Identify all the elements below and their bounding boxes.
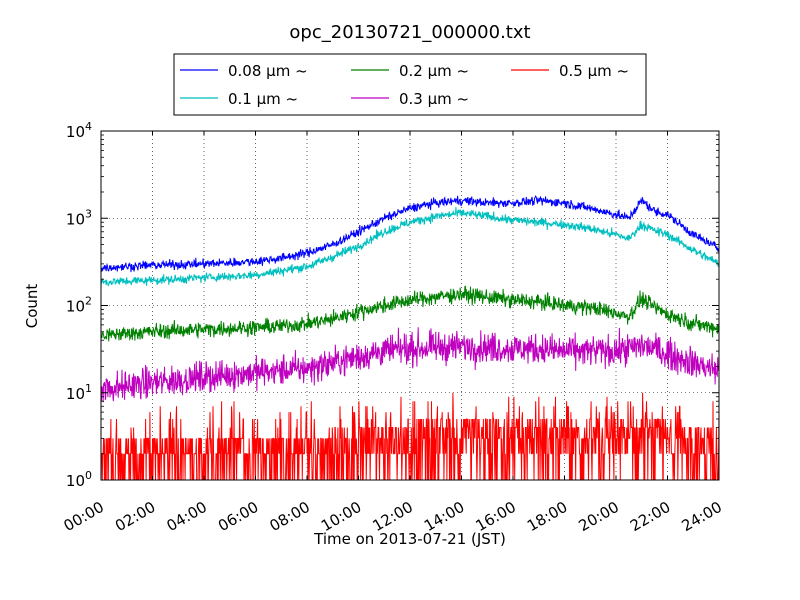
legend: 0.08 μm ~ 0.1 μm ~ 0.2 μm ~ 0.3 μm ~ 0.5 μm … (173, 53, 647, 116)
legend-box (173, 53, 647, 116)
x-tick-label: 08:00 (267, 498, 313, 535)
chart-title: opc_20130721_000000.txt (289, 22, 530, 43)
series-line (100, 195, 720, 273)
series-line (101, 392, 720, 481)
legend-label: 0.3 μm ~ (399, 90, 469, 108)
x-tick-label: 02:00 (112, 498, 158, 535)
y-tick-label: 104 (66, 120, 92, 141)
y-tick-label: 101 (66, 382, 92, 403)
series-line (100, 327, 720, 403)
y-tick-label: 102 (66, 295, 92, 316)
grid (101, 131, 719, 480)
x-tick-label: 00:00 (61, 498, 107, 535)
legend-label: 0.2 μm ~ (399, 62, 469, 80)
x-tick-label: 06:00 (215, 498, 261, 535)
legend-label: 0.1 μm ~ (228, 90, 298, 108)
x-tick-label: 04:00 (164, 498, 210, 535)
x-axis-label: Time on 2013-07-21 (JST) (313, 530, 506, 548)
x-tick-label: 24:00 (679, 498, 725, 535)
x-tick-label: 20:00 (576, 498, 622, 535)
series-line (100, 206, 720, 287)
y-tick-label: 103 (66, 207, 92, 228)
series-layer (100, 195, 720, 481)
legend-label: 0.08 μm ~ (228, 62, 308, 80)
y-tick-label: 100 (66, 469, 92, 490)
x-tick-label: 18:00 (524, 498, 570, 535)
legend-label: 0.5 μm ~ (559, 62, 629, 80)
x-tick-label: 22:00 (627, 498, 673, 535)
series-line (100, 285, 720, 342)
y-axis-label: Count (23, 284, 41, 329)
